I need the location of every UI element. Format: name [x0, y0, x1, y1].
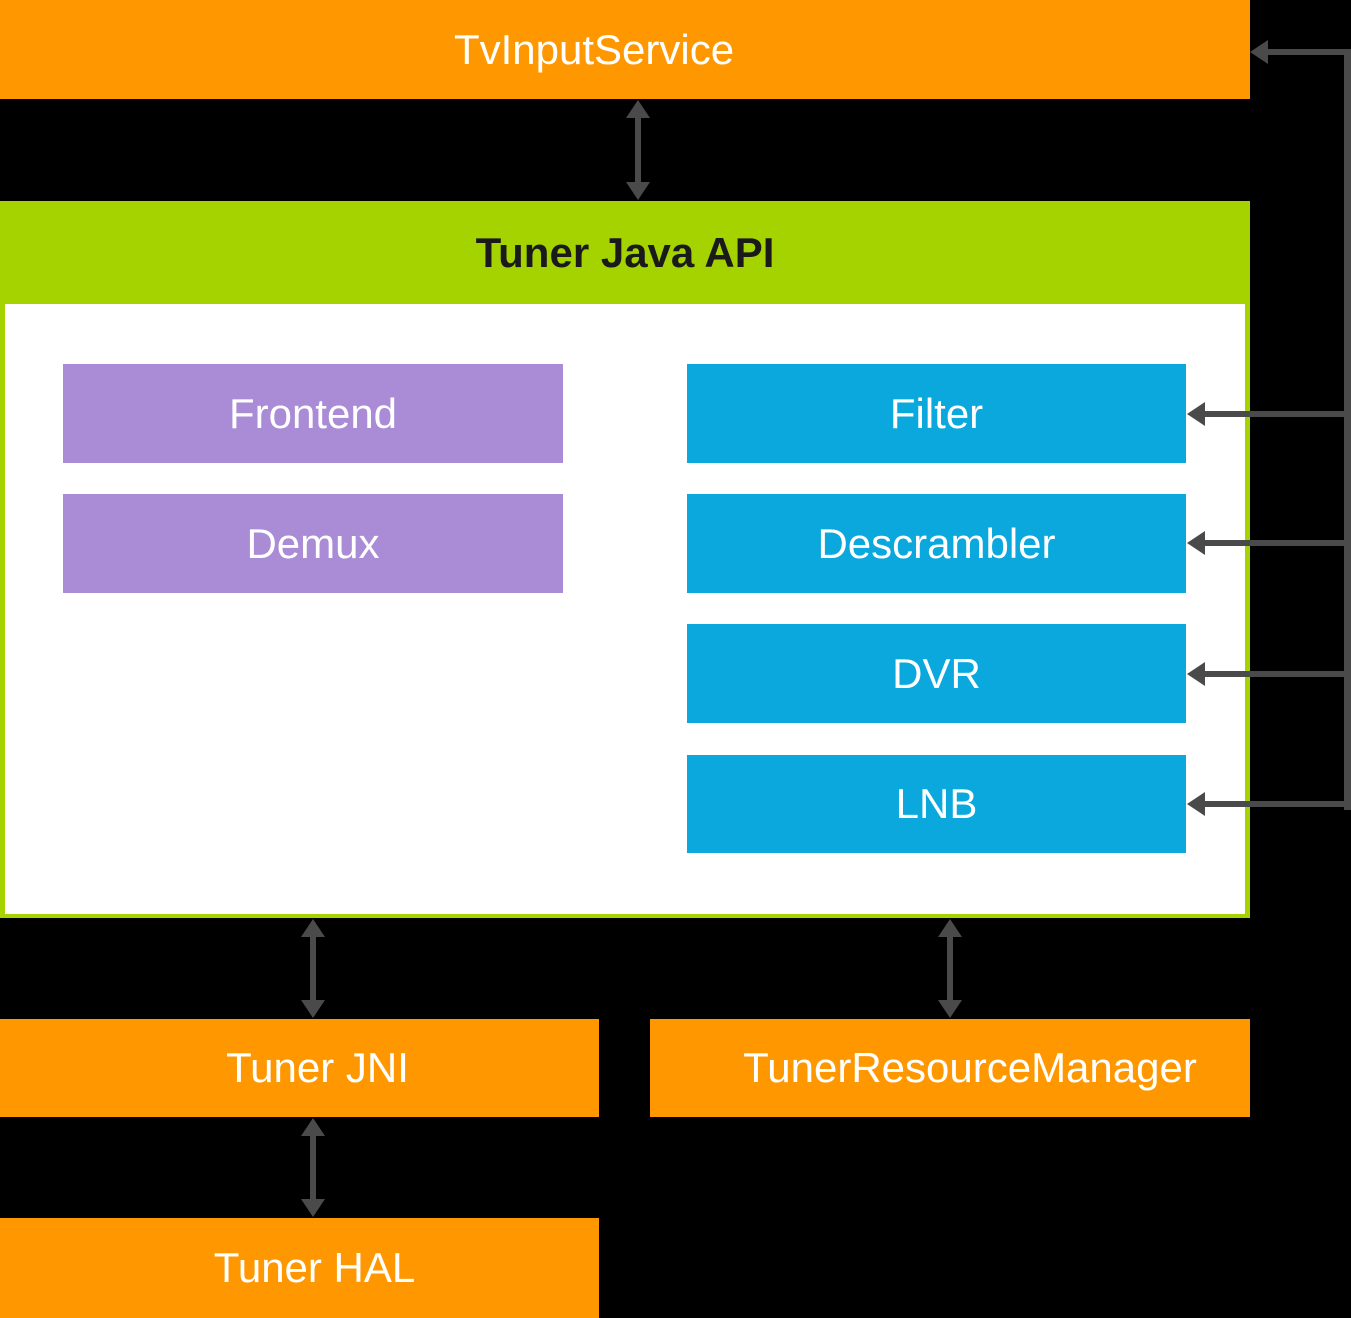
arrowhead-left-icon [1187, 792, 1205, 816]
arrowhead-down-icon [938, 1000, 962, 1018]
right-connector-trunk-line [1344, 49, 1351, 810]
arrowhead-left-icon [1250, 40, 1268, 64]
arrow-tunerjavaapi-tunerresourcemanager [938, 919, 962, 1018]
node-frontend: Frontend [63, 364, 563, 463]
node-lnb: LNB [687, 755, 1186, 853]
connector-to-filter [1205, 411, 1351, 417]
arrowhead-left-icon [1187, 531, 1205, 555]
connector-to-dvr [1205, 671, 1351, 677]
node-tuner-java-api-label: Tuner Java API [475, 228, 775, 276]
node-descrambler: Descrambler [687, 494, 1186, 593]
node-tuner-hal-label: Tuner HAL [213, 1244, 416, 1291]
arrowhead-up-icon [938, 919, 962, 937]
arrowhead-down-icon [626, 182, 650, 200]
arrow-shaft [635, 114, 641, 186]
arrowhead-down-icon [301, 1199, 325, 1217]
node-descrambler-label: Descrambler [817, 519, 1056, 567]
node-tv-input-service-label: TvInputService [453, 25, 735, 73]
node-dvr: DVR [687, 624, 1186, 723]
arrowhead-up-icon [301, 919, 325, 937]
node-tv-input-service: TvInputService [0, 0, 1250, 99]
node-filter: Filter [687, 364, 1186, 463]
node-tuner-jni: Tuner JNI [0, 1019, 599, 1117]
connector-to-tvinputservice [1268, 49, 1351, 55]
arrow-shaft [310, 1132, 316, 1203]
node-tuner-hal: Tuner HAL [0, 1218, 599, 1318]
arrowhead-down-icon [301, 1000, 325, 1018]
arrowhead-left-icon [1187, 662, 1205, 686]
node-filter-label: Filter [889, 389, 984, 437]
node-frontend-label: Frontend [228, 389, 398, 437]
node-tuner-jni-label: Tuner JNI [226, 1044, 409, 1091]
arrow-tvinputservice-tunerjavaapi [626, 100, 650, 200]
connector-to-lnb [1205, 801, 1351, 807]
arrow-shaft [310, 933, 316, 1004]
node-demux: Demux [63, 494, 563, 593]
tuner-java-api-header: Tuner Java API [0, 201, 1250, 304]
node-lnb-label: LNB [895, 780, 978, 827]
arrowhead-left-icon [1187, 402, 1205, 426]
arrow-shaft [947, 933, 953, 1004]
node-demux-label: Demux [246, 519, 380, 567]
arrowhead-up-icon [301, 1118, 325, 1136]
arrow-tunerjavaapi-tunerjni [301, 919, 325, 1018]
connector-to-descrambler [1205, 540, 1351, 546]
node-dvr-label: DVR [892, 649, 981, 697]
arrowhead-up-icon [626, 100, 650, 118]
node-tuner-resource-manager-label: TunerResourceManager [743, 1044, 1197, 1091]
arrow-tunerjni-tunerhal [301, 1118, 325, 1217]
node-tuner-resource-manager: TunerResourceManager [650, 1019, 1250, 1117]
